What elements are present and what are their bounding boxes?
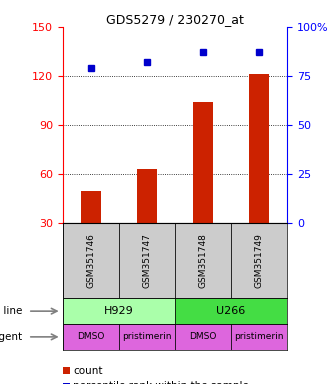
- Text: pristimerin: pristimerin: [122, 333, 172, 341]
- Bar: [175, 324, 231, 350]
- Text: DMSO: DMSO: [189, 333, 216, 341]
- Title: GDS5279 / 230270_at: GDS5279 / 230270_at: [106, 13, 244, 26]
- Text: count: count: [73, 366, 103, 376]
- Text: H929: H929: [104, 306, 134, 316]
- Bar: [249, 74, 269, 223]
- Text: GSM351749: GSM351749: [254, 233, 264, 288]
- Text: GSM351748: GSM351748: [198, 233, 208, 288]
- Text: agent: agent: [0, 332, 22, 342]
- Bar: [193, 102, 213, 223]
- Bar: [119, 223, 175, 298]
- Bar: [137, 169, 157, 223]
- Text: percentile rank within the sample: percentile rank within the sample: [73, 381, 249, 384]
- Bar: [175, 298, 287, 324]
- Bar: [81, 190, 101, 223]
- Text: pristimerin: pristimerin: [234, 333, 284, 341]
- Bar: [231, 324, 287, 350]
- Text: GSM351747: GSM351747: [142, 233, 151, 288]
- Bar: [119, 324, 175, 350]
- Bar: [63, 298, 175, 324]
- Text: DMSO: DMSO: [77, 333, 104, 341]
- Bar: [63, 223, 119, 298]
- Bar: [63, 324, 119, 350]
- Bar: [175, 223, 231, 298]
- Text: GSM351746: GSM351746: [86, 233, 95, 288]
- Text: U266: U266: [216, 306, 246, 316]
- Bar: [231, 223, 287, 298]
- Text: cell line: cell line: [0, 306, 22, 316]
